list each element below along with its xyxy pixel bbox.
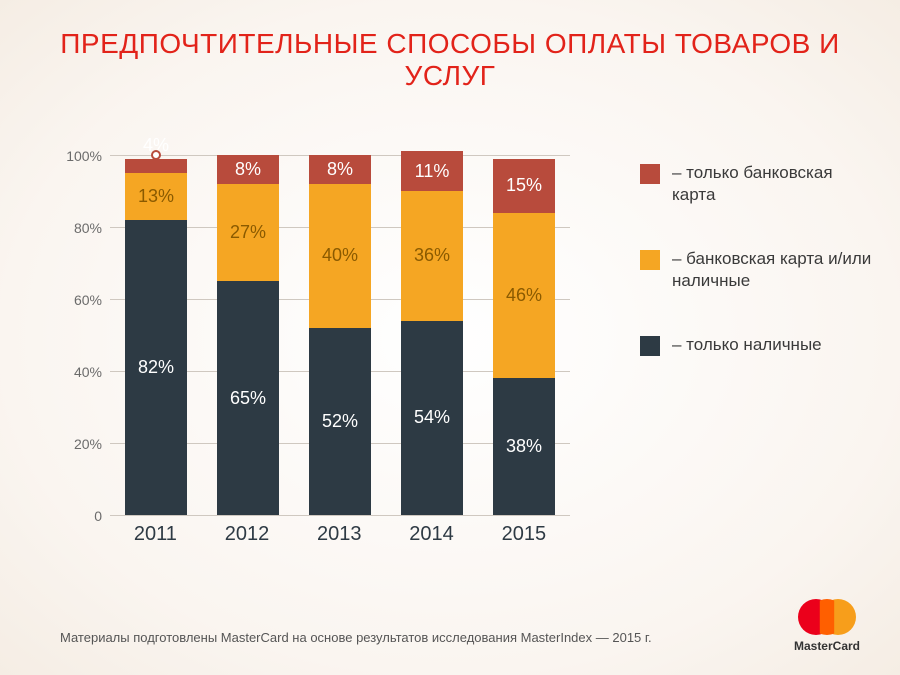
bar-2012: 8%27%65% <box>217 155 279 515</box>
legend: – только банковская карта – банковская ка… <box>640 162 880 398</box>
legend-item-card_only: – только банковская карта <box>640 162 880 206</box>
y-tick-label: 0 <box>94 508 102 524</box>
legend-label: – только банковская карта <box>672 162 880 206</box>
segment-mixed: 13% <box>125 173 187 220</box>
footer-note: Материалы подготовлены MasterCard на осн… <box>60 630 652 645</box>
segment-card_only: 4% <box>125 159 187 173</box>
bars-container: 4%13%82%8%27%65%8%40%52%11%36%54%15%46%3… <box>110 155 570 515</box>
y-tick-label: 20% <box>74 436 102 452</box>
x-tick-label: 2012 <box>225 523 270 546</box>
segment-mixed: 36% <box>401 191 463 321</box>
legend-swatch <box>640 250 660 270</box>
segment-cash_only: 54% <box>401 321 463 515</box>
x-tick-label: 2011 <box>134 523 177 546</box>
plot-area: 020%40%60%80%100%4%13%82%8%27%65%8%40%52… <box>110 155 570 515</box>
segment-card_only: 8% <box>309 155 371 184</box>
grid-line: 0 <box>110 515 570 516</box>
legend-item-mixed: – банковская карта и/или наличные <box>640 248 880 292</box>
bar-2013: 8%40%52% <box>309 155 371 515</box>
logo-icon <box>798 599 856 635</box>
segment-cash_only: 65% <box>217 281 279 515</box>
x-axis-labels: 2011 2012 2013 2014 2015 <box>110 523 570 546</box>
chart: 020%40%60%80%100%4%13%82%8%27%65%8%40%52… <box>60 145 580 555</box>
y-tick-label: 60% <box>74 292 102 308</box>
marker-dot <box>151 150 161 160</box>
legend-swatch <box>640 164 660 184</box>
y-tick-label: 80% <box>74 220 102 236</box>
segment-mixed: 40% <box>309 184 371 328</box>
segment-mixed: 46% <box>493 213 555 379</box>
segment-cash_only: 38% <box>493 378 555 515</box>
segment-mixed: 27% <box>217 184 279 281</box>
x-tick-label: 2015 <box>502 523 547 546</box>
x-tick-label: 2014 <box>409 523 454 546</box>
legend-label: – только наличные <box>672 334 822 356</box>
segment-card_only: 8% <box>217 155 279 184</box>
mastercard-logo: MasterCard <box>794 599 860 653</box>
segment-card_only: 11% <box>401 151 463 191</box>
segment-cash_only: 82% <box>125 220 187 515</box>
y-tick-label: 100% <box>66 148 102 164</box>
legend-label: – банковская карта и/или наличные <box>672 248 880 292</box>
x-tick-label: 2013 <box>317 523 362 546</box>
logo-text: MasterCard <box>794 639 860 653</box>
chart-title: ПРЕДПОЧТИТЕЛЬНЫЕ СПОСОБЫ ОПЛАТЫ ТОВАРОВ … <box>0 0 900 100</box>
legend-item-cash_only: – только наличные <box>640 334 880 356</box>
bar-2015: 15%46%38% <box>493 159 555 515</box>
legend-swatch <box>640 336 660 356</box>
segment-cash_only: 52% <box>309 328 371 515</box>
y-tick-label: 40% <box>74 364 102 380</box>
segment-card_only: 15% <box>493 159 555 213</box>
bar-2011: 4%13%82% <box>125 159 187 515</box>
bar-2014: 11%36%54% <box>401 151 463 515</box>
